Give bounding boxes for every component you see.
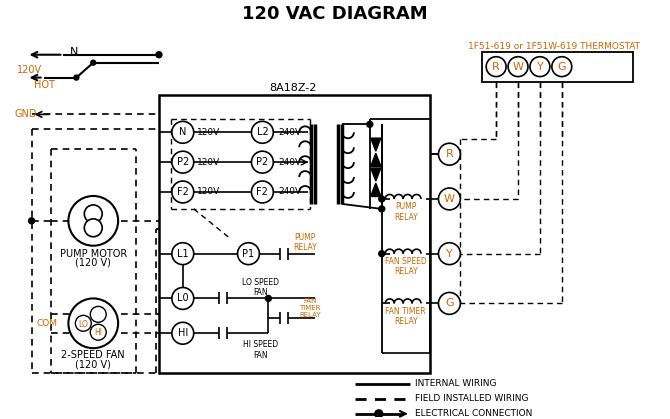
Text: P2: P2 bbox=[177, 157, 189, 167]
Text: R: R bbox=[492, 62, 500, 72]
Circle shape bbox=[486, 57, 506, 77]
Text: F2: F2 bbox=[177, 187, 189, 197]
Text: LO: LO bbox=[78, 320, 88, 329]
Text: HI: HI bbox=[94, 328, 103, 337]
Circle shape bbox=[367, 122, 373, 127]
Text: GND: GND bbox=[15, 109, 37, 119]
Text: PUMP MOTOR: PUMP MOTOR bbox=[60, 248, 127, 259]
Text: N: N bbox=[70, 47, 78, 57]
Circle shape bbox=[379, 206, 385, 212]
Circle shape bbox=[375, 410, 383, 418]
Circle shape bbox=[172, 243, 194, 265]
Text: (120 V): (120 V) bbox=[75, 359, 111, 369]
Circle shape bbox=[172, 122, 194, 143]
Circle shape bbox=[508, 57, 528, 77]
Text: F2: F2 bbox=[257, 187, 268, 197]
Text: HI: HI bbox=[178, 328, 188, 338]
Circle shape bbox=[84, 205, 103, 223]
Text: P2: P2 bbox=[256, 157, 269, 167]
Polygon shape bbox=[371, 138, 381, 151]
Text: L1: L1 bbox=[177, 248, 189, 259]
Circle shape bbox=[84, 219, 103, 237]
Polygon shape bbox=[371, 153, 381, 166]
Circle shape bbox=[251, 122, 273, 143]
Text: 240V: 240V bbox=[279, 128, 302, 137]
Text: P1: P1 bbox=[243, 248, 255, 259]
Circle shape bbox=[90, 324, 107, 340]
Text: 120V: 120V bbox=[197, 187, 220, 197]
Text: 120V: 120V bbox=[197, 128, 220, 137]
Circle shape bbox=[156, 52, 162, 58]
Circle shape bbox=[90, 60, 96, 65]
Circle shape bbox=[438, 188, 460, 210]
Text: 240V: 240V bbox=[279, 187, 302, 197]
Text: L2: L2 bbox=[257, 127, 268, 137]
Text: 120 VAC DIAGRAM: 120 VAC DIAGRAM bbox=[242, 5, 428, 23]
Text: 8A18Z-2: 8A18Z-2 bbox=[269, 83, 317, 93]
Text: LO SPEED
FAN: LO SPEED FAN bbox=[242, 278, 279, 297]
Circle shape bbox=[172, 181, 194, 203]
Text: HI SPEED
FAN: HI SPEED FAN bbox=[243, 341, 278, 360]
Text: (120 V): (120 V) bbox=[75, 258, 111, 268]
Circle shape bbox=[530, 57, 550, 77]
Polygon shape bbox=[371, 183, 381, 196]
Bar bbox=[482, 52, 633, 82]
Circle shape bbox=[75, 316, 91, 331]
Circle shape bbox=[251, 181, 273, 203]
Text: 1F51-619 or 1F51W-619 THERMOSTAT: 1F51-619 or 1F51W-619 THERMOSTAT bbox=[468, 42, 640, 51]
Text: FAN TIMER
RELAY: FAN TIMER RELAY bbox=[385, 307, 426, 326]
Text: HOT: HOT bbox=[34, 80, 54, 90]
Polygon shape bbox=[371, 168, 381, 181]
Text: N: N bbox=[179, 127, 186, 137]
Text: R: R bbox=[446, 149, 454, 159]
Text: FAN
TIMER
RELAY: FAN TIMER RELAY bbox=[299, 298, 321, 318]
Circle shape bbox=[68, 196, 118, 246]
Circle shape bbox=[379, 251, 385, 257]
Text: L0: L0 bbox=[177, 293, 189, 303]
Circle shape bbox=[438, 243, 460, 265]
Text: FAN SPEED
RELAY: FAN SPEED RELAY bbox=[385, 257, 427, 276]
Circle shape bbox=[29, 218, 35, 224]
Text: ELECTRICAL CONNECTION: ELECTRICAL CONNECTION bbox=[415, 409, 532, 418]
Circle shape bbox=[265, 295, 271, 301]
Text: W: W bbox=[513, 62, 523, 72]
Circle shape bbox=[552, 57, 572, 77]
Text: 240V: 240V bbox=[279, 158, 302, 167]
Bar bbox=[159, 95, 429, 373]
Text: Y: Y bbox=[446, 248, 453, 259]
Text: 120V: 120V bbox=[197, 158, 220, 167]
Circle shape bbox=[379, 196, 385, 202]
Text: 2-SPEED FAN: 2-SPEED FAN bbox=[62, 350, 125, 360]
Text: G: G bbox=[445, 298, 454, 308]
Circle shape bbox=[74, 75, 79, 80]
Circle shape bbox=[438, 292, 460, 314]
Circle shape bbox=[68, 298, 118, 348]
Text: COM: COM bbox=[37, 319, 58, 328]
Text: PUMP
RELAY: PUMP RELAY bbox=[394, 202, 417, 222]
Circle shape bbox=[237, 243, 259, 265]
Text: Y: Y bbox=[537, 62, 543, 72]
Text: 120V: 120V bbox=[17, 65, 42, 75]
Text: G: G bbox=[557, 62, 566, 72]
Circle shape bbox=[172, 287, 194, 309]
Text: PUMP
RELAY: PUMP RELAY bbox=[293, 233, 317, 252]
Text: INTERNAL WIRING: INTERNAL WIRING bbox=[415, 380, 496, 388]
Circle shape bbox=[172, 151, 194, 173]
Text: FIELD INSTALLED WIRING: FIELD INSTALLED WIRING bbox=[415, 394, 528, 403]
Circle shape bbox=[172, 322, 194, 344]
Circle shape bbox=[438, 143, 460, 165]
Circle shape bbox=[251, 151, 273, 173]
Circle shape bbox=[90, 306, 107, 322]
Text: W: W bbox=[444, 194, 455, 204]
